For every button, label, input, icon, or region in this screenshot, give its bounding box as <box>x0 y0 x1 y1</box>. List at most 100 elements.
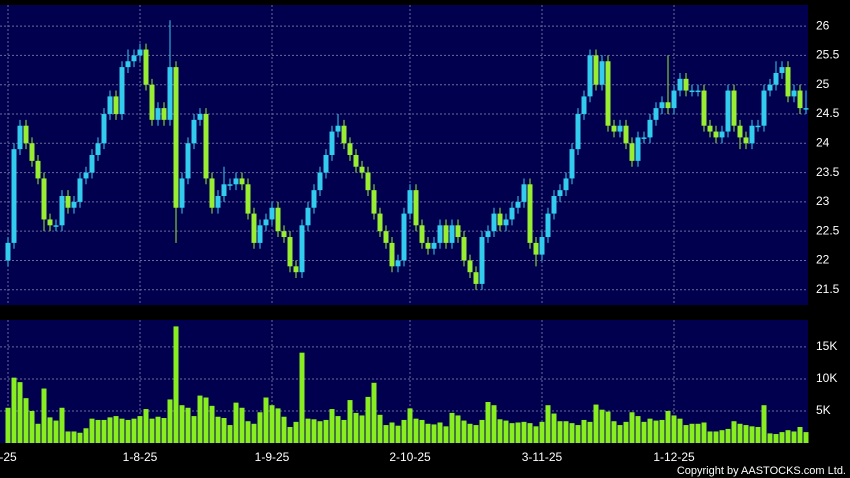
candle-body <box>149 84 155 120</box>
candle-body <box>791 90 797 97</box>
volume-bar <box>245 421 251 443</box>
candle-body <box>89 155 95 173</box>
candle-body <box>275 207 281 232</box>
x-tick-label: 1-8-25 <box>123 450 158 464</box>
volume-bar <box>491 405 497 443</box>
volume-bar <box>479 419 485 443</box>
volume-bar <box>443 426 449 443</box>
candle-body <box>83 172 89 179</box>
volume-bar <box>521 421 527 443</box>
candle-body <box>137 49 143 56</box>
volume-bar <box>509 423 515 443</box>
volume-bar <box>233 402 239 443</box>
volume-bar <box>329 409 335 443</box>
volume-bar <box>785 430 791 443</box>
candle-body <box>59 196 65 226</box>
candle-body <box>575 113 581 150</box>
volume-bar <box>557 421 563 443</box>
volume-bar <box>269 405 275 443</box>
candle-body <box>347 143 353 155</box>
candle-body <box>323 155 329 173</box>
candle-body <box>41 178 47 220</box>
volume-bar <box>311 419 317 443</box>
y-tick-label: 25 <box>816 77 830 91</box>
volume-bar <box>119 418 125 443</box>
candle-body <box>449 225 455 243</box>
candle-body <box>185 143 191 179</box>
volume-bar <box>689 423 695 443</box>
volume-bar <box>359 415 365 443</box>
volume-bar <box>263 397 269 443</box>
volume-bar <box>77 432 83 443</box>
volume-bar <box>389 422 395 443</box>
candle-body <box>191 119 197 144</box>
y-tick-label: 24.5 <box>816 106 840 120</box>
candle-body <box>665 102 671 109</box>
candle-body <box>461 237 467 261</box>
candle-body <box>779 67 785 73</box>
candle-body <box>437 225 443 243</box>
candle-body <box>101 113 107 144</box>
candle-body <box>155 108 161 120</box>
volume-bar <box>299 352 305 443</box>
candle-body <box>629 143 635 161</box>
volume-bar <box>455 415 461 443</box>
candle-body <box>515 201 521 208</box>
volume-bar <box>431 424 437 443</box>
candle-body <box>701 90 707 126</box>
volume-bar <box>449 412 455 443</box>
volume-bar <box>563 421 569 443</box>
volume-bar <box>575 425 581 443</box>
candle-body <box>455 225 461 238</box>
volume-bar <box>611 421 617 443</box>
volume-bar <box>95 419 101 443</box>
candle-body <box>263 219 269 226</box>
candle-body <box>623 125 629 144</box>
volume-bar <box>251 423 257 443</box>
candle-body <box>695 90 701 93</box>
candle-body <box>749 125 755 144</box>
candle-body <box>611 125 617 132</box>
volume-bar <box>239 407 245 443</box>
candle-body <box>569 149 575 179</box>
candle-body <box>617 125 623 132</box>
candle-body <box>293 266 299 273</box>
candle-body <box>557 190 563 197</box>
candle-body <box>287 237 293 267</box>
volume-bar <box>155 416 161 443</box>
volume-bar <box>605 411 611 443</box>
volume-bar <box>53 420 59 443</box>
x-tick-label: 1-9-25 <box>255 450 290 464</box>
volume-bar <box>707 431 713 443</box>
y-tick-label: 25.5 <box>816 48 840 62</box>
candle-body <box>497 213 503 226</box>
volume-bar <box>503 420 509 443</box>
volume-bar <box>167 399 173 443</box>
volume-bar <box>383 425 389 443</box>
candle-body <box>563 178 569 191</box>
volume-bar <box>17 382 23 443</box>
x-tick-label: 2-10-25 <box>389 450 431 464</box>
volume-bar <box>347 400 353 443</box>
volume-bar <box>743 425 749 443</box>
y-tick-label: 23.5 <box>816 165 840 179</box>
candle-body <box>761 90 767 126</box>
candle-body <box>251 213 257 243</box>
candle-body <box>671 90 677 109</box>
candle-body <box>587 55 593 97</box>
volume-bar <box>551 413 557 443</box>
candle-body <box>797 90 803 109</box>
volume-bar <box>569 423 575 443</box>
candle-body <box>413 190 419 226</box>
candle-body <box>407 190 413 214</box>
volume-bar <box>467 423 473 443</box>
volume-bar <box>413 418 419 443</box>
candle-body <box>47 219 53 226</box>
volume-bar <box>107 417 113 443</box>
volume-bar <box>35 423 41 443</box>
candle-body <box>773 72 779 85</box>
candle-body <box>551 196 557 214</box>
candle-body <box>377 213 383 232</box>
volume-bar <box>65 431 71 443</box>
candle-body <box>203 113 209 179</box>
